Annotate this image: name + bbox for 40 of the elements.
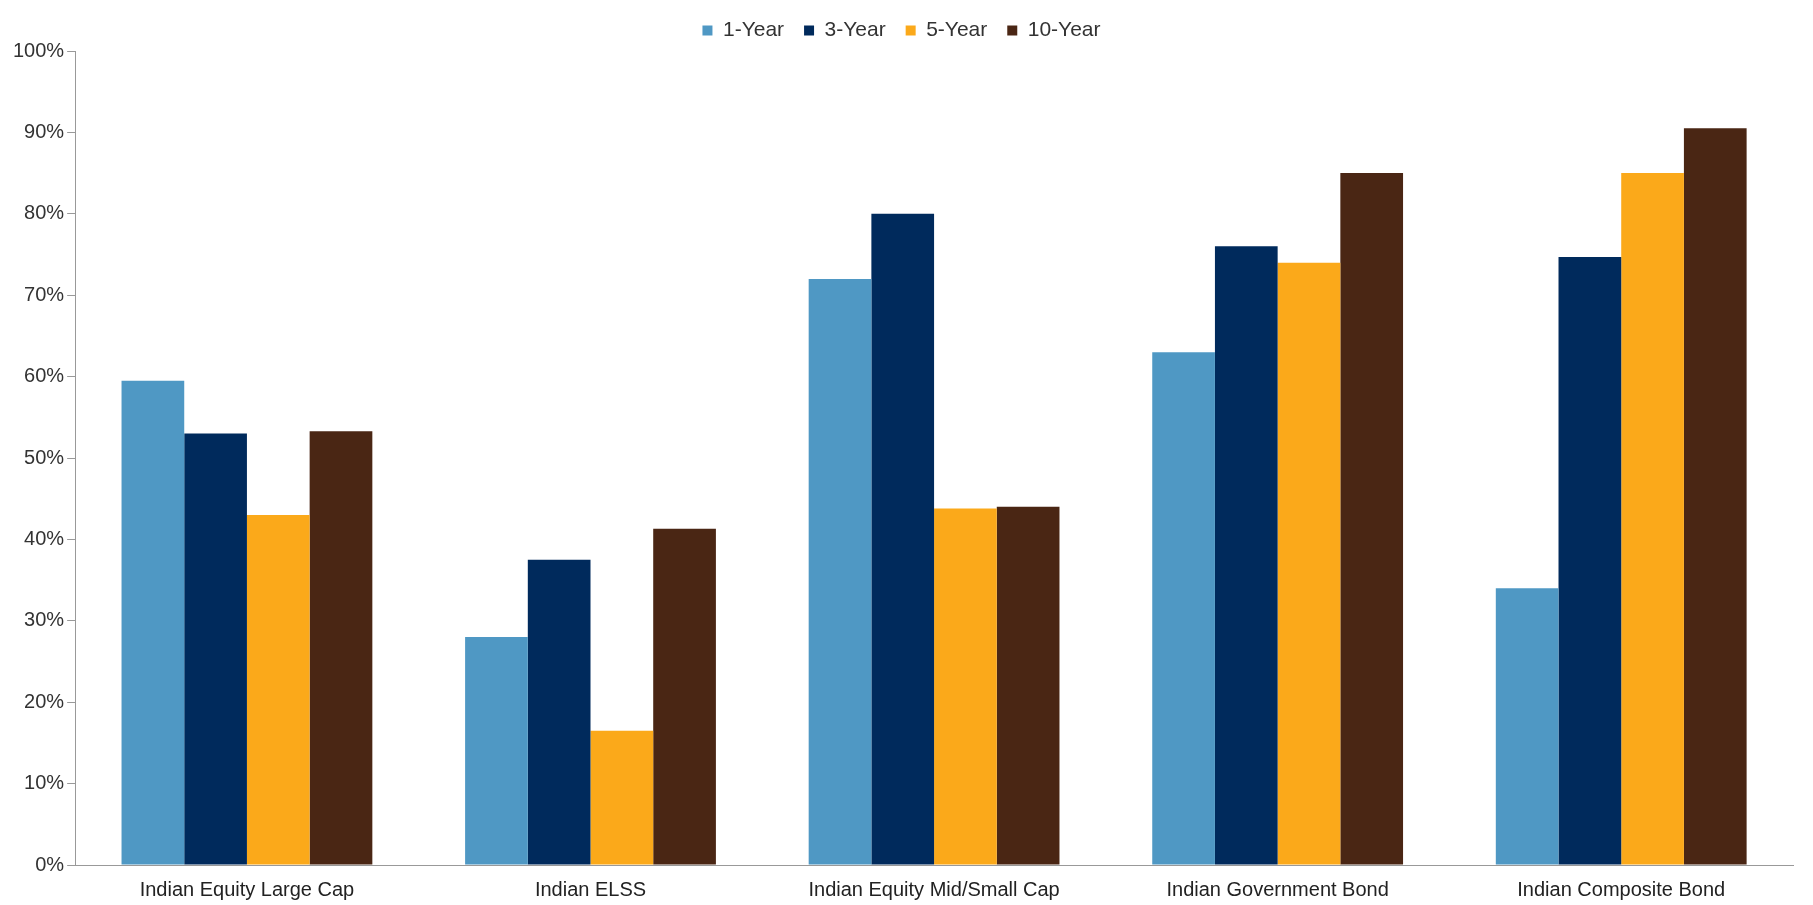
bar [1152,352,1215,865]
bar [121,380,185,865]
bar [1621,173,1684,865]
bar [934,508,997,865]
x-tick-label: Indian ELSS [534,877,647,900]
x-tick-label: Indian Composite Bond [1517,877,1726,900]
x-tick-label: Indian Equity Large Cap [139,877,355,900]
legend-label: 5-Year [926,17,988,41]
bar [653,528,716,865]
y-tick-label: 60% [24,364,65,387]
bar [1683,128,1747,865]
y-tick-label: 30% [24,608,65,631]
y-tick-label: 10% [24,771,65,794]
x-tick-label: Indian Equity Mid/Small Cap [808,877,1060,900]
bar [996,506,1060,865]
bar [808,278,872,865]
y-tick-label: 100% [13,38,65,61]
bar [871,213,935,865]
y-tick-label: 50% [24,445,65,468]
legend-label: 3-Year [824,17,886,41]
y-tick-label: 80% [24,201,65,224]
bar [465,637,528,865]
x-tick-label: Indian Government Bond [1166,877,1389,900]
bar [184,433,247,865]
bar [1277,262,1341,865]
legend-label: 1-Year [722,17,785,41]
y-tick-label: 40% [24,526,65,549]
bar [1495,588,1559,865]
y-tick-label: 0% [35,852,65,875]
bar [309,431,373,865]
y-tick-label: 70% [24,282,65,305]
y-tick-label: 90% [24,119,65,142]
bar [1558,256,1622,865]
bar [246,514,310,865]
bar [1340,173,1404,865]
y-tick-label: 20% [24,689,65,712]
bar [590,730,654,865]
legend-label: 10-Year [1027,17,1101,41]
bar [1214,246,1278,865]
bar [527,559,591,865]
